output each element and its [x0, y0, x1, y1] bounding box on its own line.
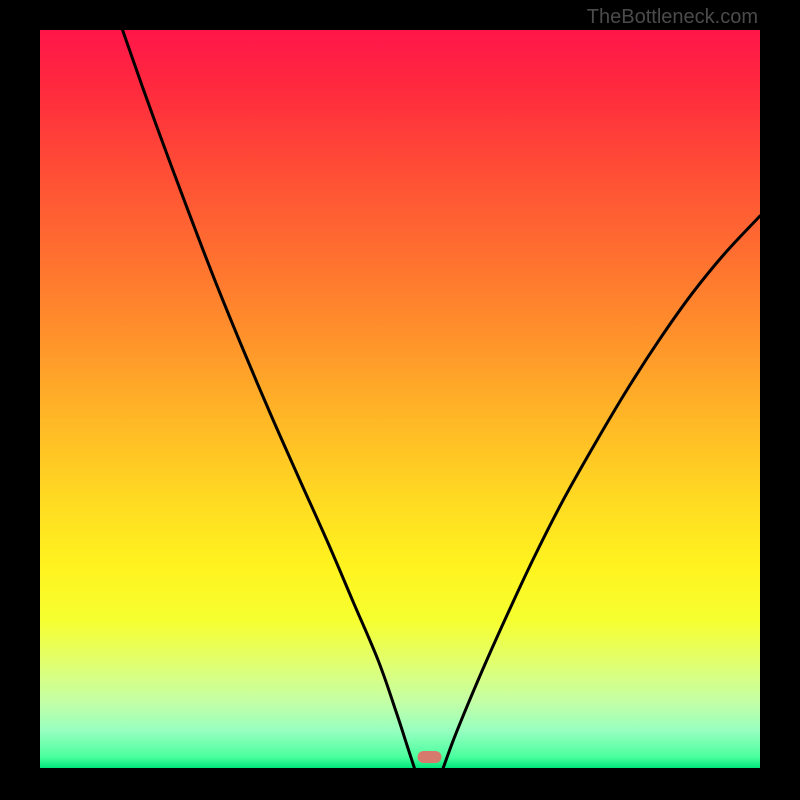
watermark-text: TheBottleneck.com — [587, 6, 758, 29]
chart-stage: TheBottleneck.com — [0, 0, 800, 800]
severity-gradient-area — [40, 30, 760, 768]
